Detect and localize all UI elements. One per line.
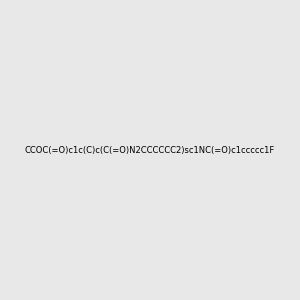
Text: CCOC(=O)c1c(C)c(C(=O)N2CCCCCC2)sc1NC(=O)c1ccccc1F: CCOC(=O)c1c(C)c(C(=O)N2CCCCCC2)sc1NC(=O)…	[25, 146, 275, 154]
